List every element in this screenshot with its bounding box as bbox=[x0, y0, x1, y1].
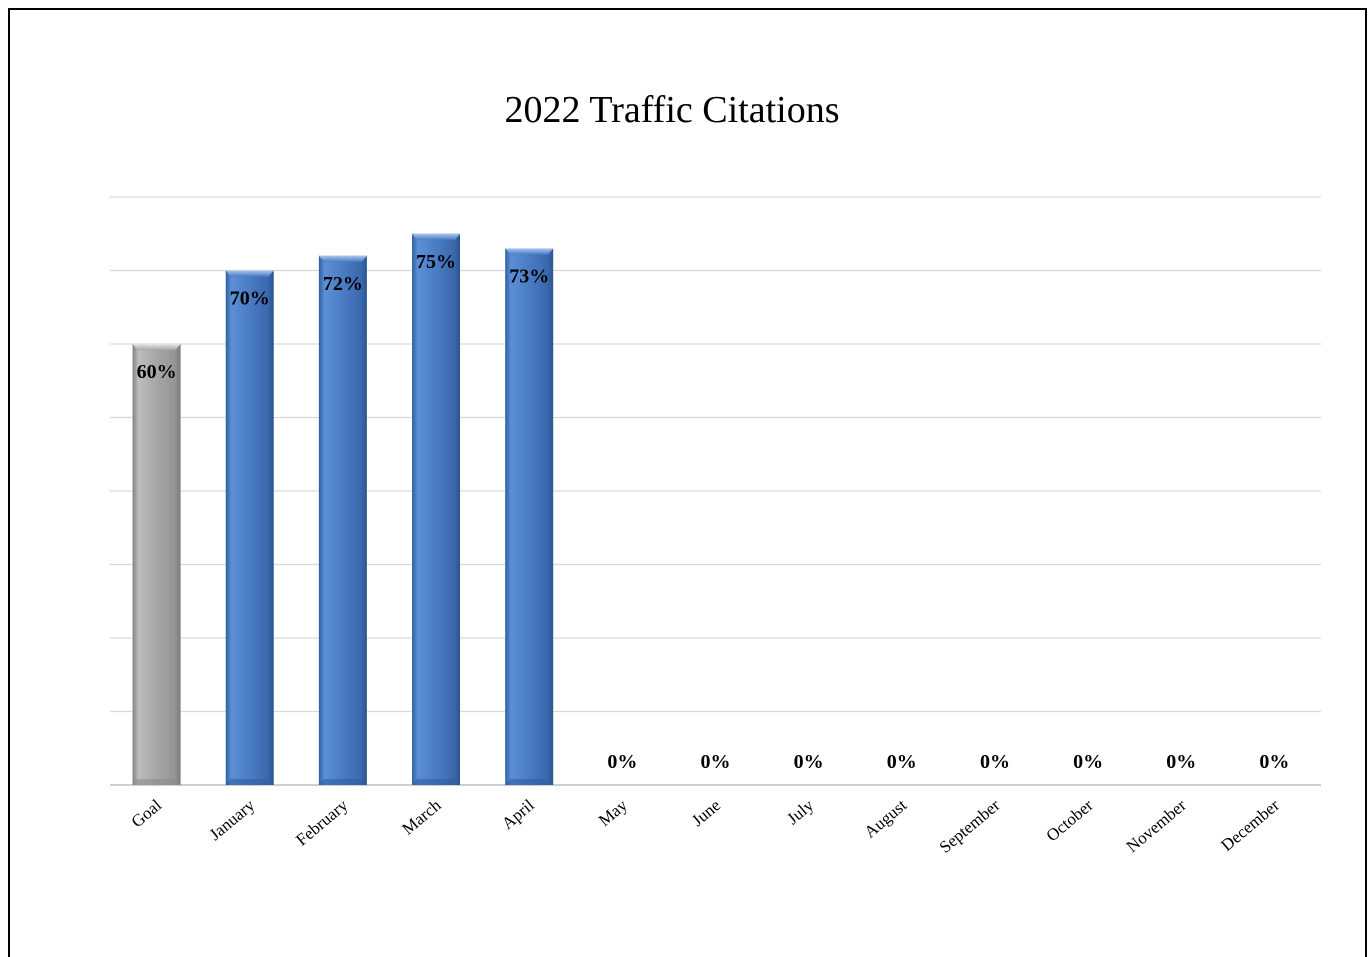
tick-label-november: November bbox=[1123, 795, 1190, 856]
tick-label-july: July bbox=[783, 795, 817, 828]
tick-label-september: September bbox=[936, 795, 1004, 857]
bar-base-january bbox=[225, 779, 274, 785]
data-label-august: 0% bbox=[887, 751, 917, 773]
x-axis-tick-labels: Goal January February March April May June July… bbox=[128, 795, 1284, 857]
data-label-goal: 60% bbox=[137, 361, 177, 383]
tick-label-march: March bbox=[398, 795, 445, 838]
tick-label-june: June bbox=[688, 796, 724, 831]
tick-label-goal: Goal bbox=[128, 795, 166, 831]
bar-april bbox=[505, 248, 554, 785]
tick-label-december: December bbox=[1217, 795, 1283, 855]
bar-base-march bbox=[412, 779, 461, 785]
data-label-november: 0% bbox=[1166, 751, 1196, 773]
data-label-october: 0% bbox=[1073, 751, 1103, 773]
data-label-december: 0% bbox=[1259, 751, 1289, 773]
data-label-march: 75% bbox=[416, 251, 456, 273]
tick-label-october: October bbox=[1043, 795, 1097, 845]
tick-label-april: April bbox=[498, 795, 538, 833]
bar-march bbox=[412, 233, 461, 785]
bar-cap-goal bbox=[132, 344, 181, 350]
data-label-february: 72% bbox=[323, 273, 363, 295]
data-label-june: 0% bbox=[701, 751, 731, 773]
bar-cap-march bbox=[412, 233, 461, 240]
data-label-july: 0% bbox=[794, 751, 824, 773]
bars bbox=[132, 233, 554, 786]
bar-cap-april bbox=[505, 248, 554, 255]
tick-label-august: August bbox=[861, 795, 911, 841]
bar-january bbox=[225, 270, 274, 785]
tick-label-february: February bbox=[292, 795, 352, 849]
bar-cap-february bbox=[318, 255, 367, 262]
bar-goal bbox=[132, 344, 181, 785]
tick-label-may: May bbox=[595, 795, 631, 830]
bar-base-february bbox=[318, 779, 367, 785]
data-labels: 60% 70% 72% 75% 73% 0% 0% 0% 0% 0% 0% 0% 0% bbox=[137, 251, 1290, 773]
data-label-september: 0% bbox=[980, 751, 1010, 773]
data-label-april: 73% bbox=[509, 265, 549, 287]
bar-february bbox=[318, 255, 367, 786]
gridlines bbox=[110, 196, 1321, 786]
tick-label-january: January bbox=[206, 795, 259, 844]
chart-title: 2022 Traffic Citations bbox=[504, 89, 840, 131]
bar-base-goal bbox=[132, 779, 181, 785]
bar-base-april bbox=[505, 779, 554, 785]
bar-cap-january bbox=[225, 270, 274, 277]
data-label-january: 70% bbox=[230, 288, 270, 310]
data-label-may: 0% bbox=[607, 751, 637, 773]
